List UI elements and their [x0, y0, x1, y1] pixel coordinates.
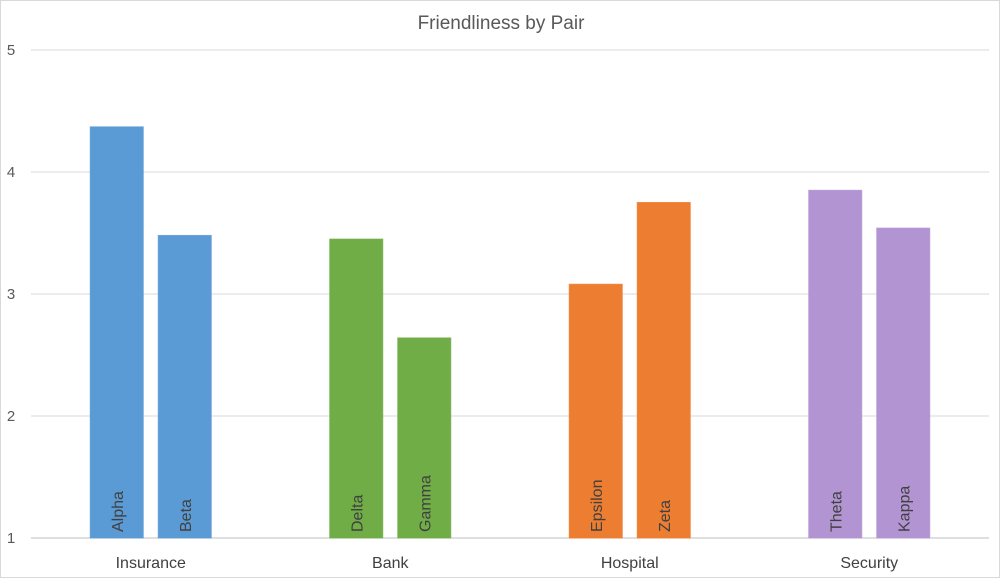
bars: Alpha Beta Delta Gamma Epsilon Zeta Theta Kappa: [89, 126, 931, 539]
bar-beta: [157, 234, 212, 539]
bar-theta: [808, 189, 863, 539]
category-label: Hospital: [601, 555, 659, 572]
bar-label: Gamma: [417, 475, 434, 532]
y-tick-label: 5: [7, 42, 15, 59]
y-tick-label: 3: [7, 286, 15, 303]
bar-kappa: [876, 227, 931, 539]
category-label: Insurance: [116, 555, 186, 572]
y-tick-label: 4: [7, 164, 15, 181]
bar-alpha: [89, 126, 144, 539]
bar-label: Epsilon: [589, 480, 606, 532]
y-tick-label: 1: [7, 530, 15, 547]
bar-label: Delta: [349, 495, 366, 532]
bar-delta: [329, 238, 384, 539]
bar-gamma: [397, 337, 452, 539]
bar-label: Beta: [178, 499, 195, 532]
chart-title: Friendliness by Pair: [418, 13, 586, 34]
y-axis-ticks: 1 2 3 4 5: [7, 42, 15, 547]
category-label: Bank: [372, 555, 409, 572]
bar-epsilon: [568, 283, 623, 539]
category-label: Security: [840, 555, 898, 572]
bar-label: Zeta: [657, 500, 674, 532]
y-tick-label: 2: [7, 408, 15, 425]
bar-zeta: [636, 202, 691, 539]
bar-label: Kappa: [896, 486, 913, 532]
bar-label: Alpha: [110, 491, 127, 532]
bar-label: Theta: [828, 491, 845, 532]
x-axis-categories: Insurance Bank Hospital Security: [116, 555, 899, 572]
